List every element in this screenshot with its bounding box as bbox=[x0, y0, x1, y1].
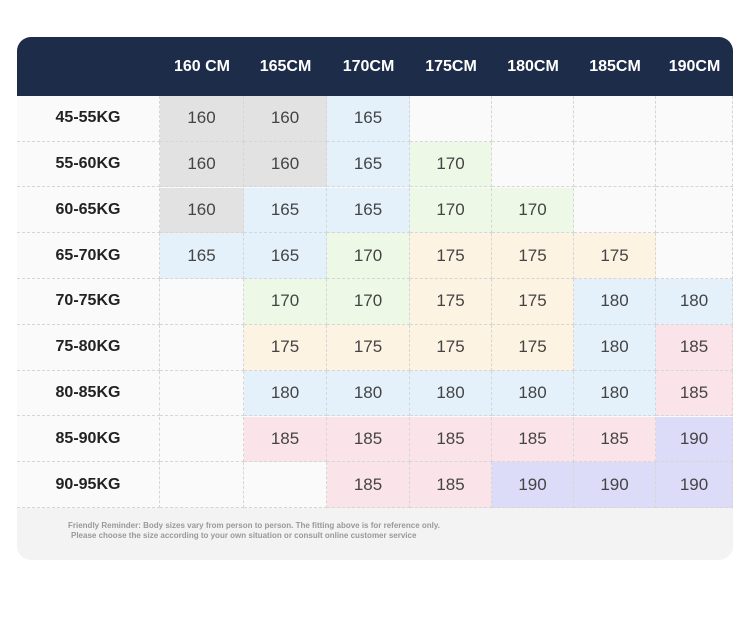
column-header: 185CM bbox=[574, 37, 656, 96]
row-label: 65-70KG bbox=[17, 233, 160, 279]
row-label: 80-85KG bbox=[17, 370, 160, 417]
size-cell: 175 bbox=[410, 233, 492, 279]
size-cell: 175 bbox=[492, 279, 574, 325]
size-cell: 185 bbox=[410, 416, 492, 463]
size-cell: 175 bbox=[244, 325, 327, 371]
size-cell: 190 bbox=[656, 462, 733, 508]
size-cell: 165 bbox=[160, 233, 244, 279]
footnote: Please choose the size according to your… bbox=[71, 531, 417, 540]
row-label: 70-75KG bbox=[17, 279, 160, 325]
size-cell: 165 bbox=[327, 187, 410, 234]
size-cell: 160 bbox=[160, 187, 244, 234]
size-cell: 180 bbox=[410, 370, 492, 417]
size-cell: 170 bbox=[410, 141, 492, 188]
size-cell: 185 bbox=[410, 462, 492, 508]
size-cell: 185 bbox=[327, 462, 410, 508]
size-cell: 175 bbox=[410, 279, 492, 325]
size-cell bbox=[160, 462, 244, 508]
column-header: 180CM bbox=[492, 37, 574, 96]
size-cell: 170 bbox=[327, 279, 410, 325]
size-cell: 190 bbox=[492, 462, 574, 508]
size-cell bbox=[574, 141, 656, 188]
size-cell: 170 bbox=[492, 187, 574, 234]
size-cell bbox=[656, 96, 733, 142]
size-cell bbox=[492, 141, 574, 188]
size-cell: 165 bbox=[327, 96, 410, 142]
size-cell: 165 bbox=[244, 233, 327, 279]
size-cell: 185 bbox=[492, 416, 574, 463]
size-cell: 170 bbox=[410, 187, 492, 234]
size-cell: 175 bbox=[410, 325, 492, 371]
footnote: Friendly Reminder: Body sizes vary from … bbox=[68, 521, 440, 530]
size-cell: 185 bbox=[656, 370, 733, 417]
row-label: 85-90KG bbox=[17, 416, 160, 463]
size-cell: 190 bbox=[656, 416, 733, 463]
column-header: 165CM bbox=[244, 37, 327, 96]
size-cell bbox=[160, 279, 244, 325]
size-cell: 180 bbox=[574, 370, 656, 417]
header-corner bbox=[17, 37, 160, 96]
size-cell: 175 bbox=[327, 325, 410, 371]
size-cell: 190 bbox=[574, 462, 656, 508]
column-header: 170CM bbox=[327, 37, 410, 96]
row-label: 55-60KG bbox=[17, 141, 160, 188]
column-header: 160 CM bbox=[160, 37, 244, 96]
size-cell bbox=[656, 141, 733, 188]
size-cell: 180 bbox=[656, 279, 733, 325]
column-header: 175CM bbox=[410, 37, 492, 96]
size-cell: 165 bbox=[327, 141, 410, 188]
size-cell: 165 bbox=[244, 187, 327, 234]
size-cell bbox=[656, 233, 733, 279]
column-header: 190CM bbox=[656, 37, 733, 96]
size-cell: 175 bbox=[492, 233, 574, 279]
footnote-box: Friendly Reminder: Body sizes vary from … bbox=[17, 508, 733, 560]
size-cell: 185 bbox=[656, 325, 733, 371]
size-cell bbox=[160, 416, 244, 463]
size-cell bbox=[492, 96, 574, 142]
size-cell: 160 bbox=[160, 96, 244, 142]
size-cell: 180 bbox=[244, 370, 327, 417]
row-label: 90-95KG bbox=[17, 462, 160, 508]
size-cell: 175 bbox=[574, 233, 656, 279]
size-cell bbox=[574, 187, 656, 234]
size-cell: 180 bbox=[492, 370, 574, 417]
size-cell bbox=[574, 96, 656, 142]
size-cell: 160 bbox=[244, 141, 327, 188]
size-cell bbox=[160, 325, 244, 371]
size-cell: 180 bbox=[327, 370, 410, 417]
row-label: 45-55KG bbox=[17, 96, 160, 142]
size-cell: 170 bbox=[327, 233, 410, 279]
size-cell: 160 bbox=[160, 141, 244, 188]
size-table: 160 CM 165CM 170CM 175CM 180CM 185CM 190CM 45-5… bbox=[17, 37, 733, 560]
size-cell: 160 bbox=[244, 96, 327, 142]
size-cell: 180 bbox=[574, 325, 656, 371]
size-cell: 185 bbox=[574, 416, 656, 463]
row-label: 75-80KG bbox=[17, 325, 160, 371]
size-cell bbox=[160, 370, 244, 417]
size-cell: 170 bbox=[244, 279, 327, 325]
size-cell: 185 bbox=[327, 416, 410, 463]
size-cell bbox=[244, 462, 327, 508]
size-cell: 180 bbox=[574, 279, 656, 325]
row-label: 60-65KG bbox=[17, 187, 160, 234]
size-cell bbox=[410, 96, 492, 142]
size-cell: 185 bbox=[244, 416, 327, 463]
size-cell bbox=[656, 187, 733, 234]
size-cell: 175 bbox=[492, 325, 574, 371]
